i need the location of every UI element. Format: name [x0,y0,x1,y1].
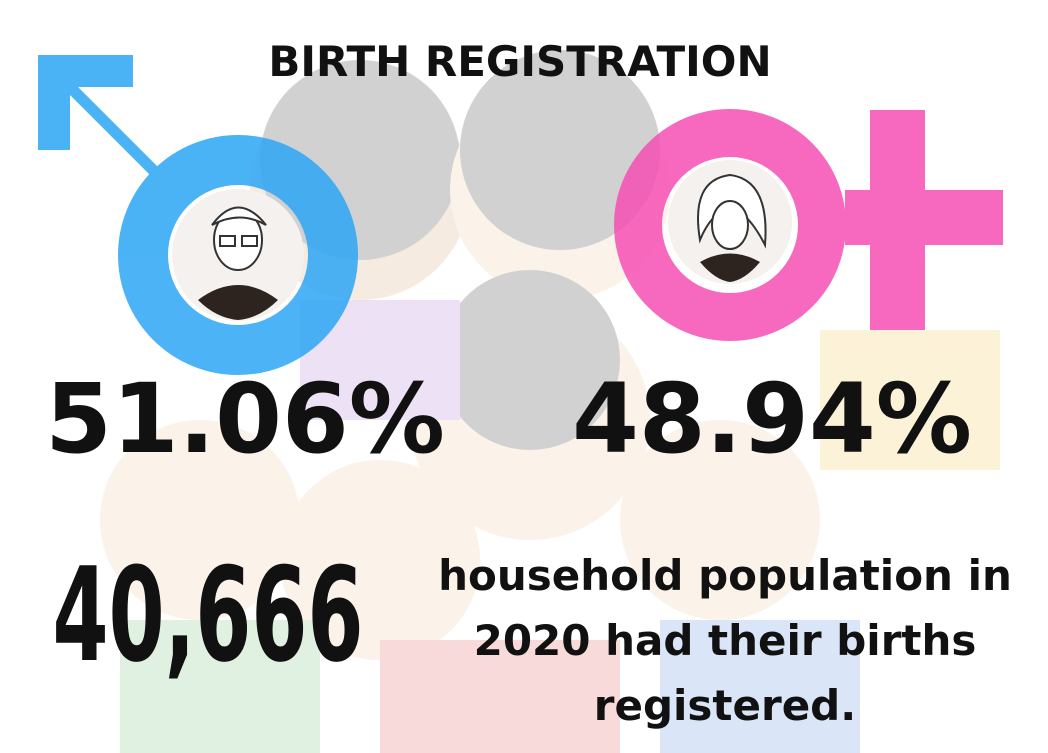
male-percentage: 51.06% [45,363,445,475]
male-symbol [38,55,358,375]
registered-count: 40,666 [53,540,364,691]
male-avatar [172,189,304,321]
description-line: registered. [594,681,856,730]
female-symbol [614,109,1003,341]
title: BIRTH REGISTRATION [268,37,771,86]
female-percentage: 48.94% [572,363,972,475]
female-avatar [668,160,792,284]
description-line: household population in [438,551,1012,600]
description-line: 2020 had their births [474,616,977,665]
